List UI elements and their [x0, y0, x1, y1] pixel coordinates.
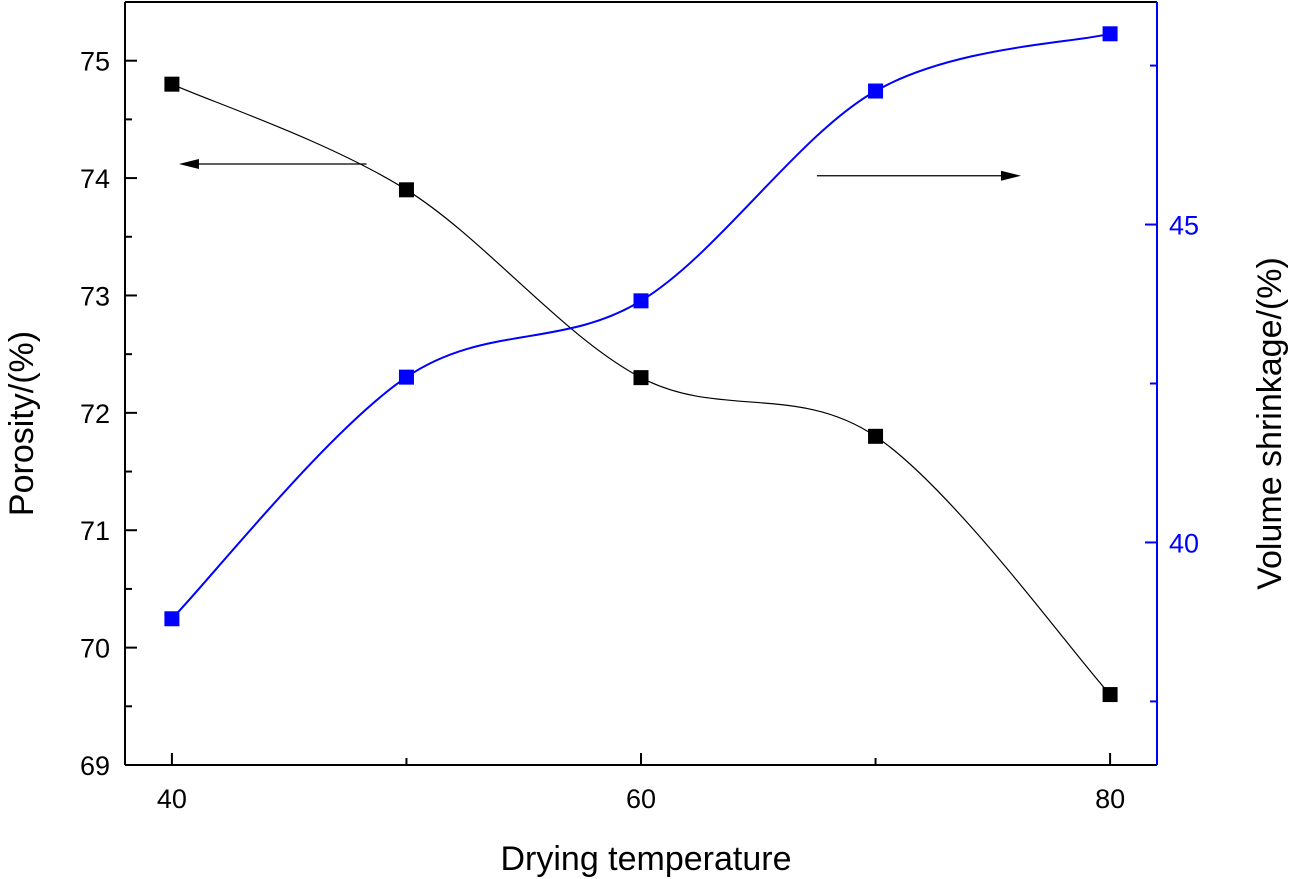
data-point-right: [633, 293, 649, 309]
series-layer: [164, 26, 1118, 703]
annotation-layer: [178, 158, 1021, 181]
annotation-arrow-head: [1000, 170, 1021, 181]
y-tick-label: 75: [80, 47, 110, 77]
y-tick-label: 71: [80, 516, 110, 546]
data-point-right: [1102, 26, 1118, 42]
x-axis-title: Drying temperature: [500, 840, 791, 878]
data-point-left: [1102, 687, 1118, 703]
y-axis-left-title: Porosity/(%): [3, 331, 41, 516]
y-tick-label: 72: [80, 399, 110, 429]
y-tick-label: 69: [80, 751, 110, 781]
data-point-left: [398, 182, 414, 198]
x-axis: 40 60 80: [157, 753, 1125, 814]
annotation-arrow-head: [178, 158, 199, 169]
y-axis-right: 40 45: [1145, 64, 1199, 703]
y-tick-label: 70: [80, 634, 110, 664]
y2-tick-label: 45: [1169, 211, 1199, 241]
data-point-right: [398, 369, 414, 385]
data-point-right: [868, 83, 884, 99]
x-tick-label: 60: [626, 784, 656, 814]
y-tick-label: 73: [80, 281, 110, 311]
data-point-left: [633, 370, 649, 386]
y-tick-label: 74: [80, 164, 110, 194]
x-tick-label: 40: [157, 784, 187, 814]
y-axis-left: 69 70 71 72 73 74 75: [80, 47, 137, 781]
data-point-left: [868, 428, 884, 444]
x-tick-label: 80: [1095, 784, 1125, 814]
data-point-right: [164, 611, 180, 627]
series-line-right: [171, 32, 1111, 620]
y2-tick-label: 40: [1169, 528, 1199, 558]
y-axis-right-title: Volume shrinkage/(%): [1251, 257, 1289, 590]
data-point-left: [164, 76, 180, 92]
